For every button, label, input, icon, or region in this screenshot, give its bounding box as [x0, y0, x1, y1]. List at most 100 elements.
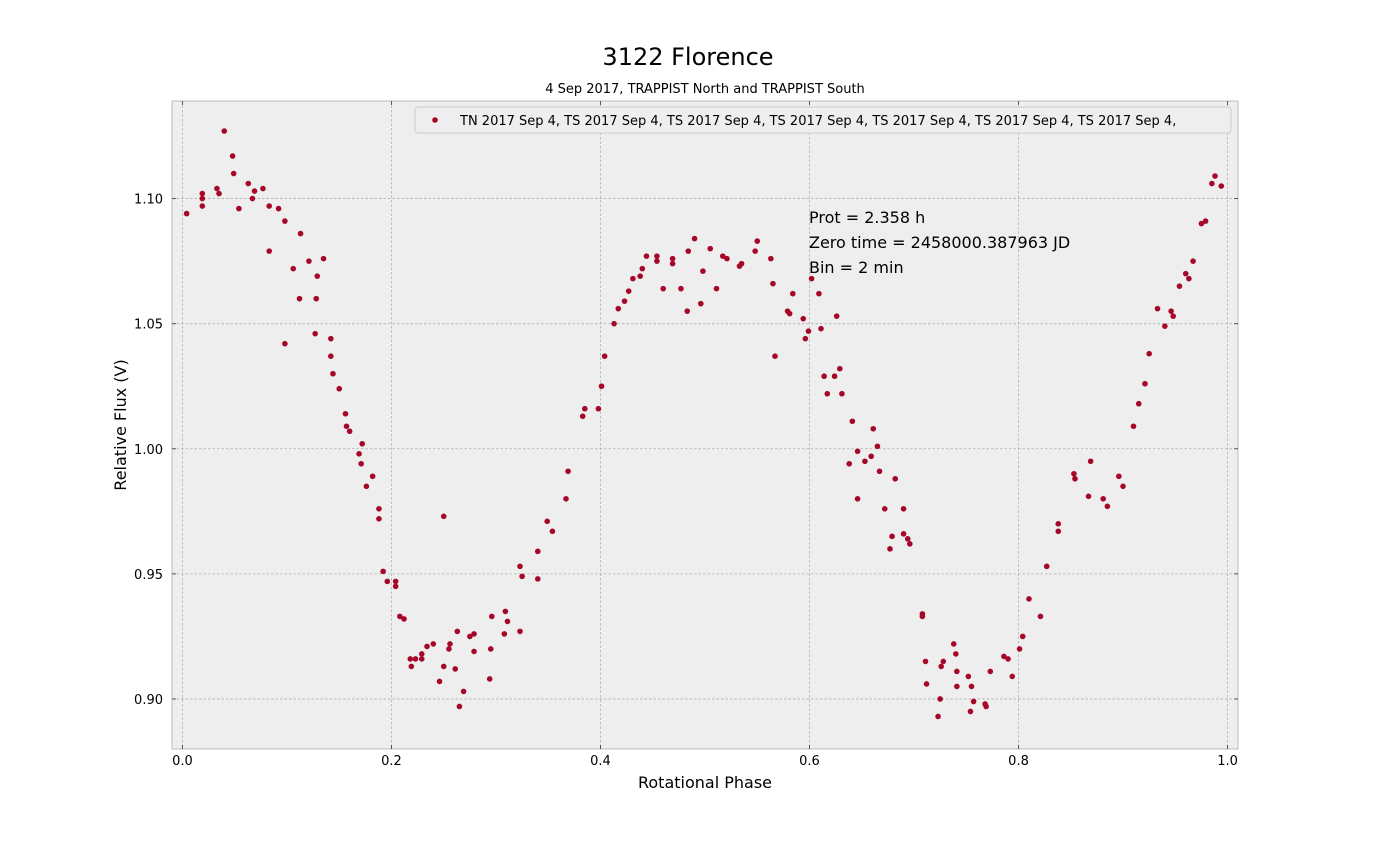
data-point	[1146, 350, 1152, 357]
data-point	[447, 641, 453, 647]
data-point	[436, 678, 443, 685]
data-point	[486, 676, 493, 682]
data-point	[565, 468, 571, 475]
data-point	[1043, 563, 1050, 570]
data-point	[342, 410, 349, 417]
legend-box	[414, 106, 1232, 134]
data-point	[456, 703, 463, 710]
data-point	[544, 518, 550, 525]
data-point	[216, 190, 222, 197]
data-point	[1055, 521, 1062, 527]
data-point	[534, 576, 541, 582]
data-point	[275, 205, 282, 212]
data-point	[669, 260, 676, 267]
data-point	[1009, 673, 1016, 680]
data-point	[922, 658, 929, 665]
data-point	[346, 428, 353, 435]
data-point	[824, 390, 831, 397]
data-point	[312, 330, 318, 337]
data-point	[471, 631, 477, 637]
data-point	[965, 673, 972, 680]
annotation-zero-time: Zero time = 2458000.387963 JD	[809, 233, 1070, 252]
data-point	[467, 633, 473, 640]
x-tick-label: 1.0	[1217, 754, 1238, 769]
x-axis-label: Rotational Phase	[638, 773, 772, 792]
data-point	[967, 708, 974, 715]
data-point	[369, 473, 376, 480]
data-point	[919, 613, 926, 620]
data-point	[489, 613, 495, 620]
data-point	[430, 641, 437, 647]
data-point	[336, 385, 343, 392]
data-point	[297, 230, 304, 237]
data-point	[446, 646, 452, 652]
legend-marker	[432, 117, 438, 123]
data-point	[328, 335, 334, 342]
data-point	[719, 253, 726, 259]
data-point	[904, 536, 911, 542]
data-point	[1055, 528, 1062, 535]
data-point	[460, 688, 467, 695]
data-point	[214, 185, 220, 192]
data-point	[320, 255, 327, 262]
data-point	[950, 641, 957, 647]
data-point	[519, 573, 525, 580]
data-point	[1186, 275, 1192, 282]
grid-lines	[172, 101, 1238, 749]
data-point	[282, 340, 288, 347]
data-point	[938, 663, 944, 670]
data-point	[831, 373, 838, 380]
legend-label: TN 2017 Sep 4, TS 2017 Sep 4, TS 2017 Se…	[459, 114, 1176, 129]
data-point	[637, 273, 644, 279]
data-point	[821, 373, 827, 380]
data-point	[900, 506, 907, 512]
y-axis-label: Relative Flux (V)	[111, 359, 130, 490]
data-point	[376, 516, 382, 522]
data-point	[330, 370, 336, 377]
data-point	[870, 425, 877, 432]
data-point	[1168, 308, 1174, 314]
plot-area	[171, 100, 1239, 750]
data-point	[669, 255, 676, 262]
data-point	[199, 190, 206, 197]
data-point	[1142, 380, 1148, 387]
data-point	[440, 513, 447, 520]
data-point	[1120, 483, 1126, 490]
data-point	[1005, 656, 1011, 662]
data-point	[1162, 323, 1168, 329]
data-point	[1085, 493, 1092, 500]
data-point	[296, 295, 303, 302]
data-point	[802, 335, 809, 342]
data-point	[900, 531, 907, 537]
data-point	[502, 608, 509, 615]
data-point	[282, 218, 288, 224]
data-point	[937, 696, 943, 702]
data-point	[598, 383, 605, 390]
data-point	[595, 405, 602, 412]
data-point	[454, 628, 461, 635]
data-point	[854, 496, 861, 502]
data-point	[359, 440, 366, 447]
data-point	[260, 185, 266, 192]
data-point	[1026, 596, 1032, 602]
x-tick-label: 0.8	[1008, 754, 1029, 769]
data-point	[752, 248, 758, 254]
data-point	[563, 496, 569, 502]
data-point	[376, 506, 382, 512]
data-point	[504, 618, 511, 625]
data-point	[1218, 183, 1225, 189]
data-point	[954, 668, 960, 675]
data-point	[698, 300, 704, 307]
data-point	[625, 288, 632, 294]
data-point	[501, 631, 508, 637]
data-point	[685, 248, 692, 254]
data-point	[1100, 496, 1106, 502]
data-point	[818, 325, 824, 332]
data-point	[691, 235, 698, 242]
data-point	[1209, 180, 1215, 187]
data-point	[816, 290, 822, 297]
data-point	[654, 258, 660, 264]
data-point	[418, 656, 425, 662]
data-point	[452, 666, 459, 672]
data-point	[549, 528, 556, 535]
